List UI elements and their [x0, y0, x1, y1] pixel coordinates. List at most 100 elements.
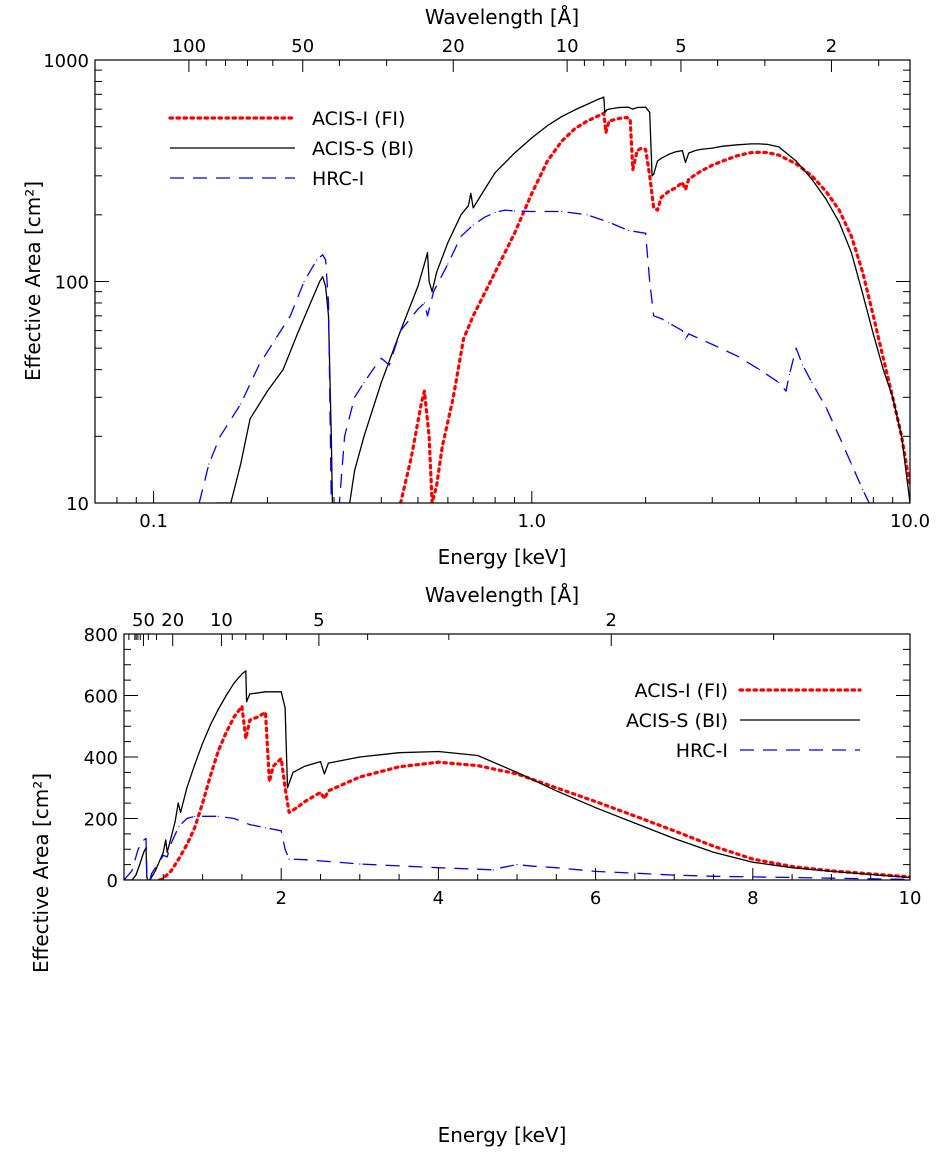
bot-data-point: [673, 837, 675, 840]
top-data-point: [737, 155, 739, 157]
top-data-point: [426, 252, 429, 254]
top-data-point: [811, 381, 813, 384]
bot-data-point: [194, 815, 196, 817]
bot-data-point: [217, 815, 219, 817]
top-data-point: [684, 161, 687, 163]
top-data-point: [240, 463, 242, 465]
top-legend-label-hrc-i: HRC-I: [312, 168, 364, 190]
bot-data-point: [165, 839, 167, 841]
top-data-point: [431, 291, 433, 293]
bot-data-point: [209, 774, 212, 777]
top-data-point: [561, 210, 563, 213]
top-data-point: [711, 343, 713, 345]
top-data-point: [388, 364, 390, 366]
top-data-point: [795, 160, 797, 162]
bot-x-tick-label: 6: [590, 888, 601, 909]
bot-data-point: [249, 693, 251, 695]
bot-data-point: [359, 756, 361, 758]
bot-data-point: [186, 787, 188, 789]
bot-data-point: [634, 822, 636, 824]
bot-data-point: [304, 859, 306, 861]
top-legend-label-acis-i-fi: ACIS-I (FI): [312, 108, 405, 130]
top-data-point: [882, 369, 884, 371]
bot-data-point: [245, 670, 247, 672]
top-data-point: [892, 396, 894, 398]
bot-data-point: [225, 731, 227, 734]
bot-data-point: [791, 865, 793, 868]
top-data-point: [289, 315, 291, 317]
top-data-point: [467, 205, 469, 207]
top-data-point: [862, 271, 864, 273]
top-data-point: [627, 106, 629, 108]
top-data-point: [872, 333, 874, 335]
bot-series-hrc-i-points: [124, 815, 910, 880]
top-data-point: [586, 103, 588, 105]
bot-data-point: [359, 863, 361, 865]
top-series-hrc-i-line: [198, 209, 874, 503]
bot-y-tick-label: 800: [84, 625, 118, 646]
top-data-point: [608, 120, 610, 122]
top-wavelength-tick-label: 5: [675, 36, 686, 57]
top-data-point: [325, 259, 327, 261]
bot-y-tick-label: 0: [107, 871, 118, 892]
bot-data-point: [194, 827, 196, 829]
top-data-point: [433, 291, 435, 293]
bot-data-point: [177, 802, 179, 804]
top-y-tick-label: 1000: [43, 51, 89, 72]
bot-series-hrc-i-line: [124, 815, 910, 880]
top-data-point: [627, 229, 629, 232]
top-data-point: [766, 143, 769, 145]
bot-data-point: [398, 766, 400, 768]
top-data-point: [722, 145, 724, 147]
top-data-point: [649, 175, 651, 177]
bot-wavelength-tick-label: 5: [313, 610, 324, 631]
top-legend: ACIS-I (FI) ACIS-S (BI) HRC-I: [168, 108, 414, 190]
top-data-point: [811, 175, 813, 177]
bot-data-point: [146, 876, 148, 878]
bot-data-point: [595, 801, 597, 803]
bottom-tick-group: 2 4 6 8 10 0 200 400 600 800 50 20 10 5 2: [84, 610, 922, 909]
top-data-point: [460, 235, 462, 237]
top-data-point: [504, 209, 506, 211]
top-data-point: [632, 108, 634, 110]
top-data-point: [460, 214, 462, 216]
top-data-point: [327, 315, 330, 317]
bot-data-point: [202, 742, 204, 744]
bot-data-point: [437, 761, 439, 763]
top-data-point: [605, 132, 607, 134]
top-data-point: [788, 374, 791, 376]
bot-data-point: [202, 815, 204, 817]
top-data-point: [494, 271, 496, 273]
top-data-point: [700, 170, 702, 172]
bot-data-point: [249, 824, 251, 826]
bot-data-point: [264, 691, 267, 693]
bot-data-point: [327, 790, 329, 792]
bot-data-point: [135, 874, 137, 877]
bot-data-point: [178, 825, 180, 827]
top-data-point: [531, 192, 533, 194]
top-data-point: [838, 221, 840, 223]
top-y-axis-label: Effective Area [cm²]: [21, 181, 45, 381]
top-data-point: [681, 181, 683, 184]
bot-data-point: [516, 773, 518, 775]
bot-data-point: [323, 773, 325, 775]
top-data-point: [316, 259, 318, 261]
bot-data-point: [166, 851, 168, 853]
top-data-point: [629, 118, 631, 120]
top-data-point: [546, 160, 549, 162]
bot-data-point: [131, 870, 133, 872]
top-data-point: [618, 117, 620, 119]
bot-data-point: [280, 757, 282, 760]
bottom-plot-frame: [123, 633, 911, 881]
top-data-point: [649, 280, 651, 283]
top-data-point: [462, 338, 465, 340]
bot-data-point: [398, 865, 400, 867]
bot-x-tick-label: 8: [747, 888, 758, 909]
top-data-point: [711, 164, 713, 166]
bot-data-point: [752, 858, 754, 860]
bot-legend-label-hrc-i: HRC-I: [676, 740, 728, 762]
bot-data-point: [233, 817, 235, 820]
top-data-point: [795, 347, 797, 349]
top-data-point: [417, 308, 419, 310]
top-data-point: [700, 148, 702, 150]
